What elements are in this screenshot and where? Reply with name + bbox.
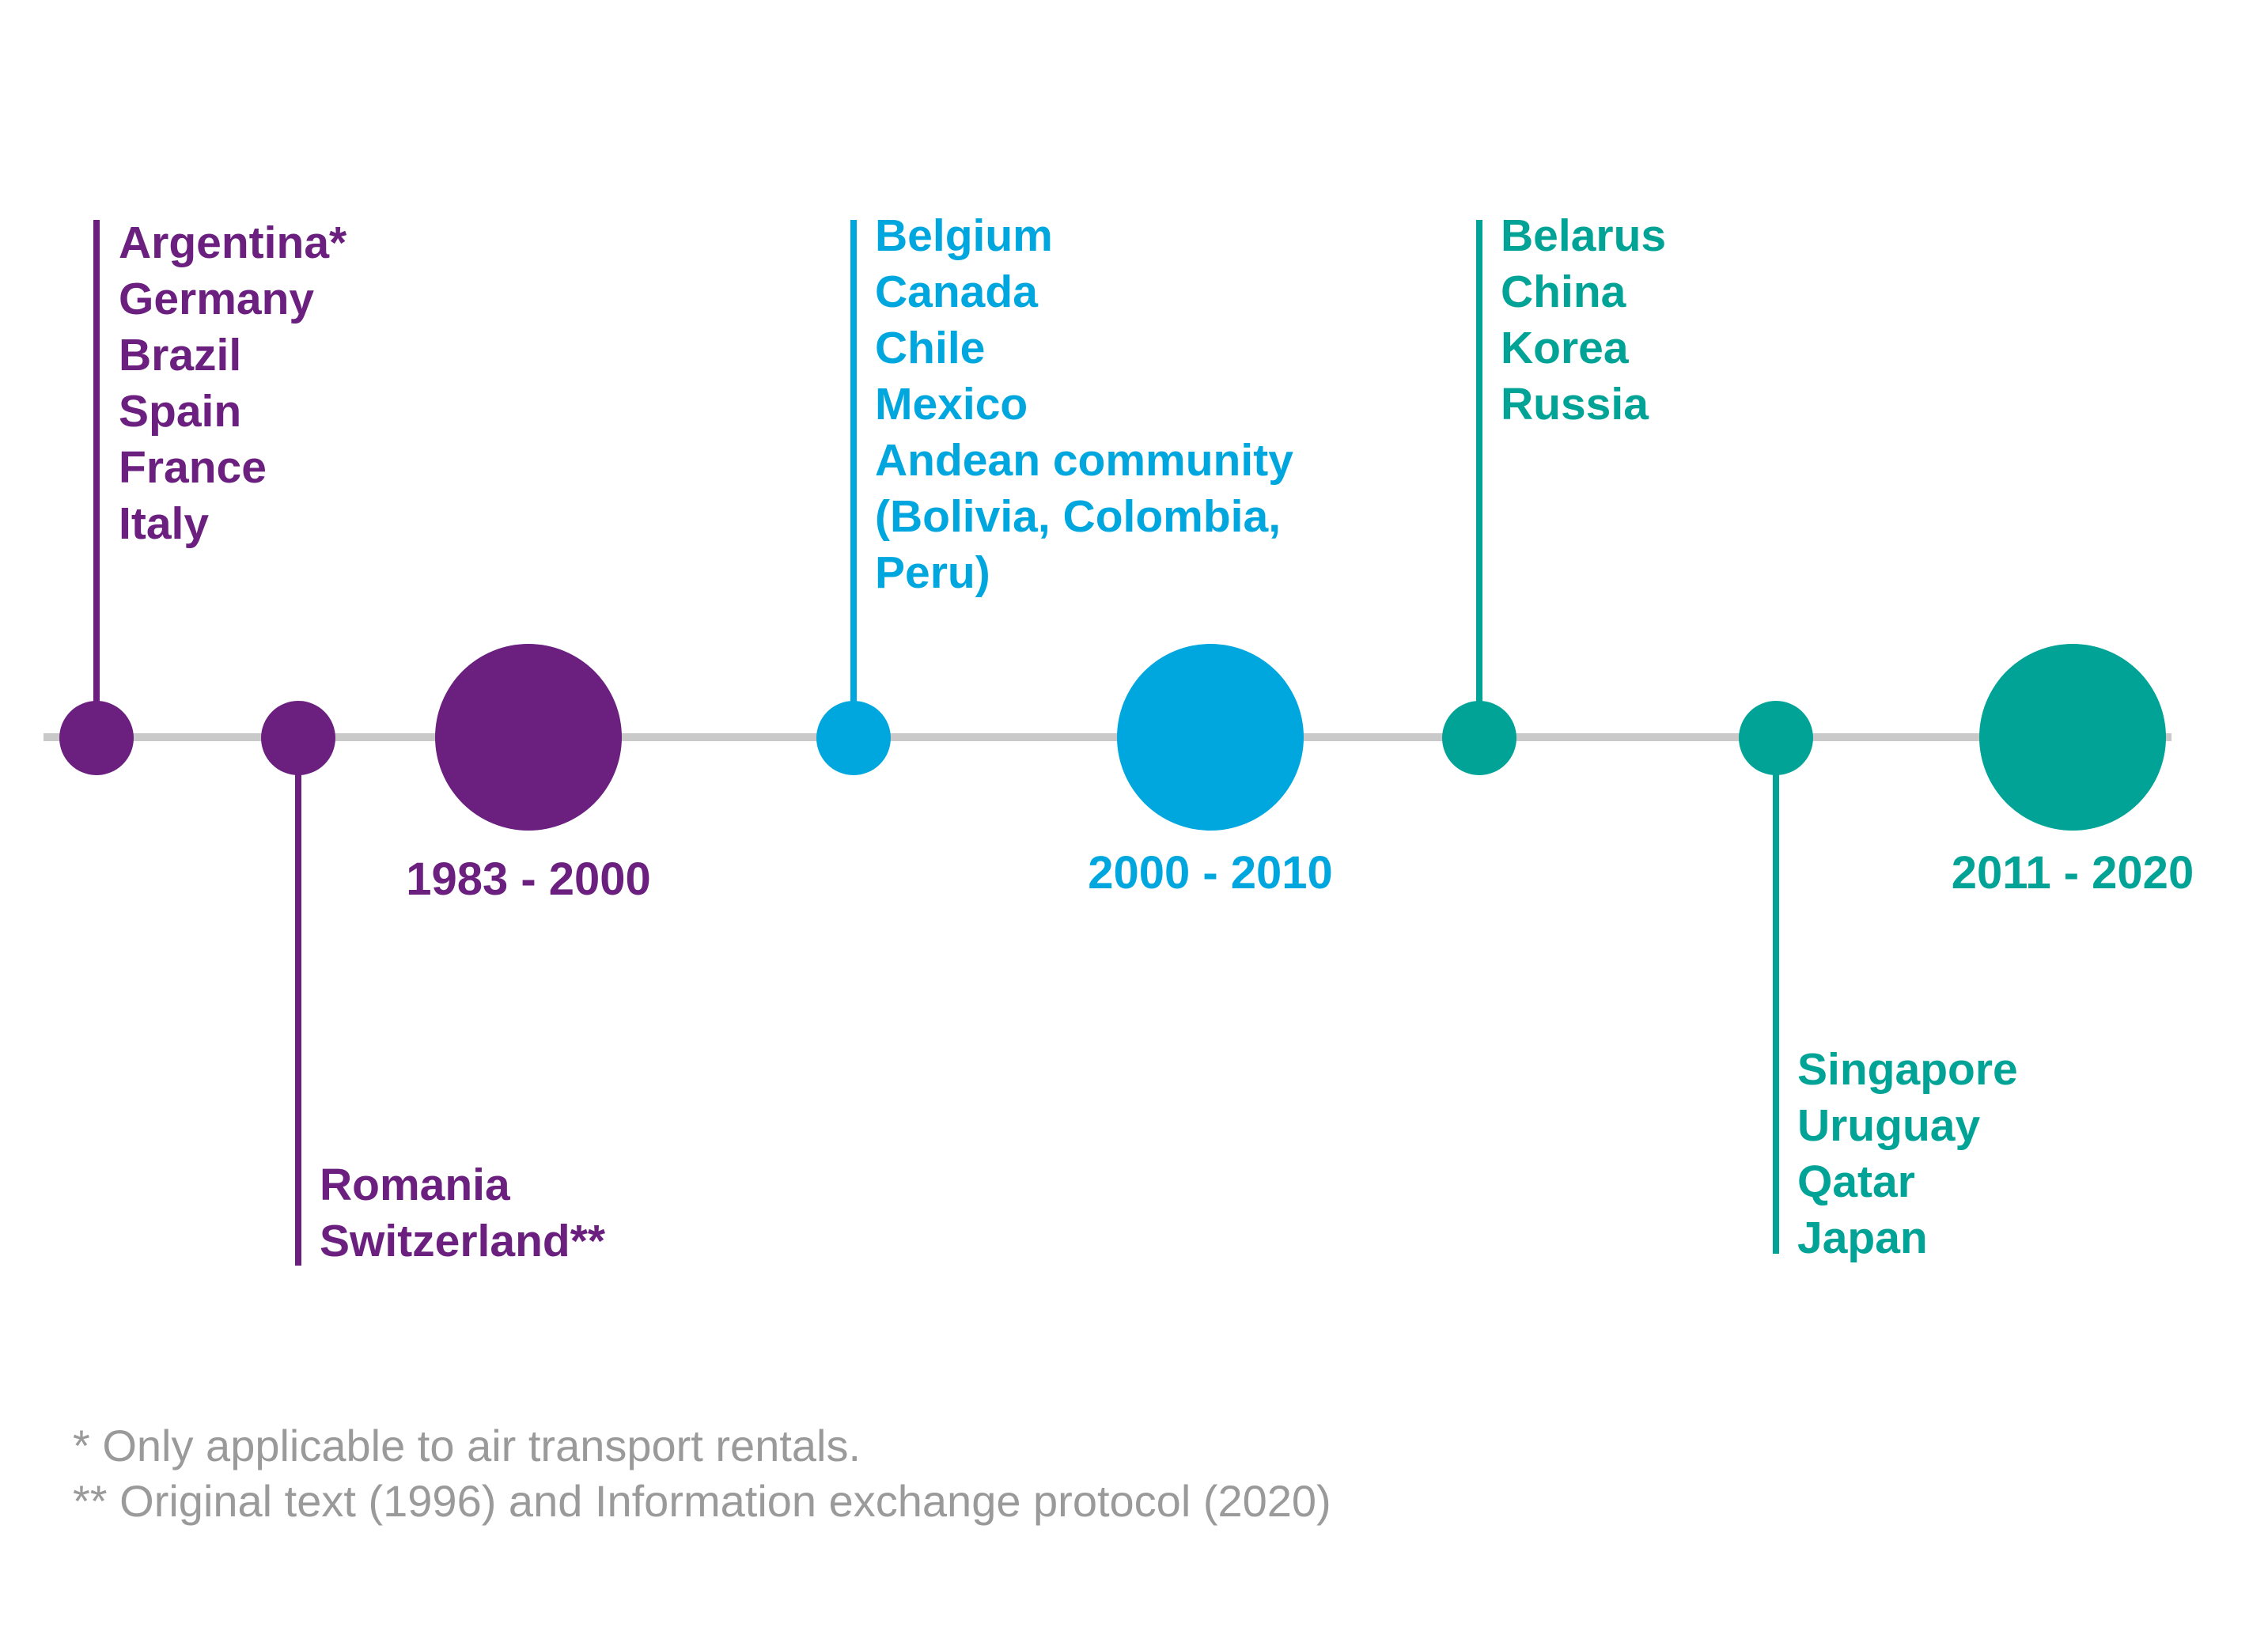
connector-line-group-5 <box>1773 759 1779 1254</box>
connector-line-group-2 <box>295 759 301 1266</box>
country-item: Andean community <box>875 435 1293 486</box>
country-list-group-5: Singapore Uruguay Qatar Japan <box>1797 1042 2018 1266</box>
timeline-axis <box>44 733 2171 741</box>
country-item: (Bolivia, Colombia, <box>875 491 1282 542</box>
country-item: Argentina* <box>119 218 347 268</box>
country-item: Korea <box>1501 323 1629 373</box>
connector-line-group-1 <box>93 220 100 714</box>
footnotes: * Only applicable to air transport renta… <box>73 1418 1331 1529</box>
country-item: Singapore <box>1797 1044 2018 1095</box>
country-item: Canada <box>875 267 1038 317</box>
timeline-dot-group-3 <box>816 701 891 775</box>
country-item: Mexico <box>875 379 1028 430</box>
connector-line-group-4 <box>1476 220 1482 714</box>
country-item: Uruguay <box>1797 1100 1981 1151</box>
country-item: Brazil <box>119 330 242 380</box>
country-item: Japan <box>1797 1213 1928 1263</box>
connector-line-group-3 <box>850 220 857 714</box>
period-circle-1983-2000 <box>435 644 622 831</box>
footnote-air-transport: * Only applicable to air transport renta… <box>73 1421 861 1470</box>
country-item: Belgium <box>875 210 1053 261</box>
period-label-1983-2000: 1983 - 2000 <box>406 853 651 905</box>
country-list-group-3: Belgium Canada Chile Mexico Andean commu… <box>875 208 1293 601</box>
country-item: Romania <box>320 1160 510 1210</box>
period-label-2011-2020: 2011 - 2020 <box>1951 847 2194 899</box>
timeline-dot-group-4 <box>1442 701 1516 775</box>
footnote-original-text: ** Original text (1996) and Information … <box>73 1476 1331 1526</box>
country-item: Switzerland** <box>320 1216 606 1266</box>
country-item: France <box>119 442 267 493</box>
country-item: Peru) <box>875 547 990 598</box>
period-label-2000-2010: 2000 - 2010 <box>1088 847 1333 899</box>
country-item: Chile <box>875 323 986 373</box>
country-item: Russia <box>1501 379 1649 430</box>
country-item: Spain <box>119 386 242 437</box>
country-item: China <box>1501 267 1626 317</box>
period-circle-2011-2020 <box>1979 644 2166 831</box>
country-list-group-4: Belarus China Korea Russia <box>1501 208 1666 433</box>
timeline-dot-group-1 <box>59 701 134 775</box>
period-circle-2000-2010 <box>1117 644 1304 831</box>
country-item: Belarus <box>1501 210 1667 261</box>
country-item: Germany <box>119 274 315 324</box>
country-item: Italy <box>119 498 210 549</box>
country-item: Qatar <box>1797 1156 1915 1207</box>
country-list-group-1: Argentina* Germany Brazil Spain France I… <box>119 215 346 552</box>
country-list-group-2: Romania Switzerland** <box>320 1157 605 1270</box>
